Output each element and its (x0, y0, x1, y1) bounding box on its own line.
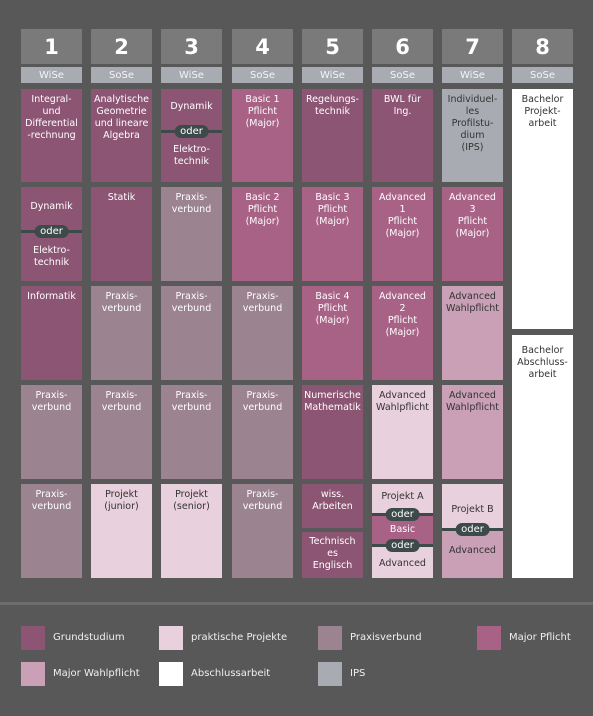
option-elektrotechnik: Elektro- technik (173, 144, 210, 167)
legend-swatch-abschlussarbeit (159, 662, 183, 686)
module-praxisverbund: Praxis- verbund (91, 385, 152, 479)
module-analytische-geometrie: Analytische Geometrie und lineare Algebr… (91, 89, 152, 182)
option-elektrotechnik: Elektro- technik (33, 245, 70, 268)
module-praxisverbund: Praxis- verbund (161, 385, 222, 479)
module-basic-3: Basic 3 Pflicht (Major) (302, 187, 363, 281)
module-advanced-2: Advanced 2 Pflicht (Major) (372, 286, 433, 380)
semester-2-term: SoSe (91, 67, 152, 83)
module-advanced-1: Advanced 1 Pflicht (Major) (372, 187, 433, 281)
semester-2-header: 2 (91, 29, 152, 64)
semester-3-header: 3 (161, 29, 222, 64)
projekt-a-label: Projekt A (381, 491, 424, 502)
legend-swatch-major-pflicht (477, 626, 501, 650)
module-technisches-englisch: Technisch es Englisch (302, 532, 363, 578)
legend-label-praxisverbund: Praxisverbund (350, 632, 422, 643)
legend-divider (0, 602, 593, 605)
module-praxisverbund: Praxis- verbund (21, 484, 82, 578)
semester-3-term: WiSe (161, 67, 222, 83)
module-advanced-3: Advanced 3 Pflicht (Major) (442, 187, 503, 281)
legend-label-major-wahlpflicht: Major Wahlpflicht (53, 668, 140, 679)
module-praxisverbund: Praxis- verbund (21, 385, 82, 479)
legend-swatch-praxisverbund (318, 626, 342, 650)
module-projekt-senior: Projekt (senior) (161, 484, 222, 578)
module-informatik: Informatik (21, 286, 82, 380)
legend-swatch-ips (318, 662, 342, 686)
projekt-b-label: Projekt B (451, 504, 494, 515)
oder-badge: oder (385, 508, 420, 521)
module-projekt-junior: Projekt (junior) (91, 484, 152, 578)
module-bachelor-projektarbeit: Bachelor Projekt- arbeit (512, 89, 573, 329)
semester-8-header: 8 (512, 29, 573, 64)
legend-label-ips: IPS (350, 668, 366, 679)
module-basic-1: Basic 1 Pflicht (Major) (232, 89, 293, 182)
semester-6-header: 6 (372, 29, 433, 64)
oder-badge: oder (34, 225, 69, 238)
legend-label-grundstudium: Grundstudium (53, 632, 125, 643)
legend-swatch-grundstudium (21, 626, 45, 650)
option-basic: Basic (389, 524, 416, 535)
module-statik: Statik (91, 187, 152, 281)
module-bachelor-abschlussarbeit: Bachelor Abschluss- arbeit (512, 335, 573, 578)
option-dynamik: Dynamik (170, 101, 213, 112)
legend-swatch-major-wahlpflicht (21, 662, 45, 686)
module-praxisverbund: Praxis- verbund (232, 286, 293, 380)
module-projekt-a: Projekt A oder Basic oder Advanced (372, 484, 433, 578)
module-basic-4: Basic 4 Pflicht (Major) (302, 286, 363, 380)
module-praxisverbund: Praxis- verbund (91, 286, 152, 380)
semester-1-header: 1 (21, 29, 82, 64)
module-praxisverbund: Praxis- verbund (161, 187, 222, 281)
module-integral-differentialrechnung: Integral- und Differential -rechnung (21, 89, 82, 182)
module-basic-2: Basic 2 Pflicht (Major) (232, 187, 293, 281)
semester-5-term: WiSe (302, 67, 363, 83)
legend-swatch-praktische-projekte (159, 626, 183, 650)
module-numerische-mathematik: Numerische Mathematik (302, 385, 363, 479)
legend-label-abschlussarbeit: Abschlussarbeit (191, 668, 271, 679)
module-projekt-b: Projekt B oder Advanced (442, 484, 503, 578)
oder-badge: oder (174, 125, 209, 138)
module-advanced-wahlpflicht: Advanced Wahlpflicht (442, 385, 503, 479)
legend-label-major-pflicht: Major Pflicht (509, 632, 571, 643)
semester-6-term: SoSe (372, 67, 433, 83)
module-advanced-wahlpflicht: Advanced Wahlpflicht (442, 286, 503, 380)
module-bwl-fuer-ing: BWL für Ing. (372, 89, 433, 182)
module-regelungstechnik: Regelungs- technik (302, 89, 363, 182)
option-advanced: Advanced (449, 545, 496, 556)
module-praxisverbund: Praxis- verbund (161, 286, 222, 380)
module-praxisverbund: Praxis- verbund (232, 385, 293, 479)
module-wiss-arbeiten: wiss. Arbeiten (302, 484, 363, 528)
module-praxisverbund: Praxis- verbund (232, 484, 293, 578)
semester-1-term: WiSe (21, 67, 82, 83)
legend-label-praktische-projekte: praktische Projekte (191, 632, 288, 643)
option-dynamik: Dynamik (30, 201, 73, 212)
semester-5-header: 5 (302, 29, 363, 64)
oder-badge: oder (455, 523, 490, 536)
semester-7-term: WiSe (442, 67, 503, 83)
semester-8-term: SoSe (512, 67, 573, 83)
module-individuelles-profilstudium: Individuel- les Profilstu- dium (IPS) (442, 89, 503, 182)
oder-badge: oder (385, 539, 420, 552)
semester-4-term: SoSe (232, 67, 293, 83)
module-dynamik-oder-elektrotechnik: Dynamik oder Elektro- technik (21, 187, 82, 281)
option-advanced: Advanced (379, 558, 426, 569)
module-advanced-wahlpflicht: Advanced Wahlpflicht (372, 385, 433, 479)
module-dynamik-oder-elektrotechnik: Dynamik oder Elektro- technik (161, 89, 222, 182)
semester-7-header: 7 (442, 29, 503, 64)
semester-4-header: 4 (232, 29, 293, 64)
